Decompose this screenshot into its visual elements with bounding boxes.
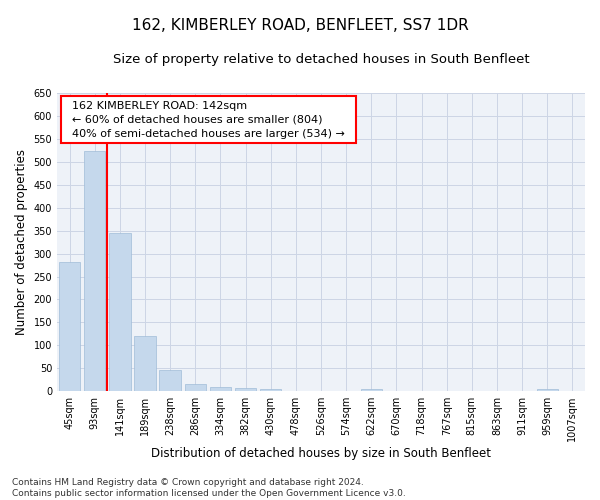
Bar <box>134 336 156 391</box>
Bar <box>210 386 231 391</box>
Bar <box>361 389 382 391</box>
Bar <box>185 384 206 391</box>
Y-axis label: Number of detached properties: Number of detached properties <box>15 149 28 335</box>
Bar <box>536 389 558 391</box>
Bar <box>59 262 80 391</box>
Text: 162 KIMBERLEY ROAD: 142sqm  
  ← 60% of detached houses are smaller (804)  
  40: 162 KIMBERLEY ROAD: 142sqm ← 60% of deta… <box>65 100 352 138</box>
X-axis label: Distribution of detached houses by size in South Benfleet: Distribution of detached houses by size … <box>151 447 491 460</box>
Bar <box>160 370 181 391</box>
Bar <box>260 389 281 391</box>
Bar <box>84 152 106 391</box>
Bar <box>235 388 256 391</box>
Title: Size of property relative to detached houses in South Benfleet: Size of property relative to detached ho… <box>113 52 529 66</box>
Bar <box>109 233 131 391</box>
Text: Contains HM Land Registry data © Crown copyright and database right 2024.
Contai: Contains HM Land Registry data © Crown c… <box>12 478 406 498</box>
Text: 162, KIMBERLEY ROAD, BENFLEET, SS7 1DR: 162, KIMBERLEY ROAD, BENFLEET, SS7 1DR <box>131 18 469 32</box>
